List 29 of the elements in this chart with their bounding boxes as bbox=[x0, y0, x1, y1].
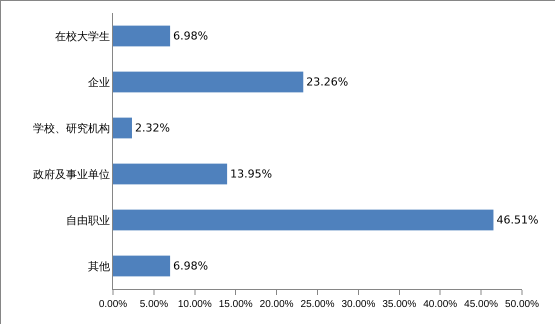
data-label: 2.32% bbox=[134, 122, 170, 134]
bar bbox=[113, 26, 170, 46]
x-tick-label: 25.00% bbox=[300, 299, 335, 310]
data-label: 23.26% bbox=[306, 76, 348, 88]
x-tick-label: 40.00% bbox=[423, 299, 458, 310]
y-tick-label: 企业 bbox=[88, 76, 110, 89]
y-tick-label: 其他 bbox=[88, 260, 110, 273]
x-tick-label: 5.00% bbox=[140, 299, 168, 310]
bar bbox=[113, 118, 132, 138]
y-tick-label: 政府及事业单位 bbox=[32, 168, 110, 181]
x-tick-label: 20.00% bbox=[260, 299, 294, 310]
data-label: 6.98% bbox=[173, 30, 208, 42]
data-label: 13.95% bbox=[230, 168, 272, 180]
y-tick-label: 自由职业 bbox=[66, 214, 110, 227]
x-tick-label: 15.00% bbox=[218, 299, 253, 310]
bar bbox=[113, 72, 304, 92]
x-tick-label: 50.00% bbox=[505, 299, 540, 310]
x-tick-label: 10.00% bbox=[178, 299, 212, 310]
x-tick-label: 35.00% bbox=[382, 299, 416, 310]
bar bbox=[113, 210, 494, 230]
data-label: 46.51% bbox=[496, 214, 538, 226]
bar bbox=[113, 164, 228, 184]
data-label: 6.98% bbox=[173, 260, 208, 272]
y-tick-label: 学校、研究机构 bbox=[32, 122, 110, 135]
x-tick-label: 45.00% bbox=[464, 299, 498, 310]
x-tick-label: 0.00% bbox=[98, 299, 128, 310]
y-tick-label: 在校大学生 bbox=[54, 30, 110, 43]
bar bbox=[113, 256, 170, 276]
x-tick-label: 30.00% bbox=[341, 299, 376, 310]
